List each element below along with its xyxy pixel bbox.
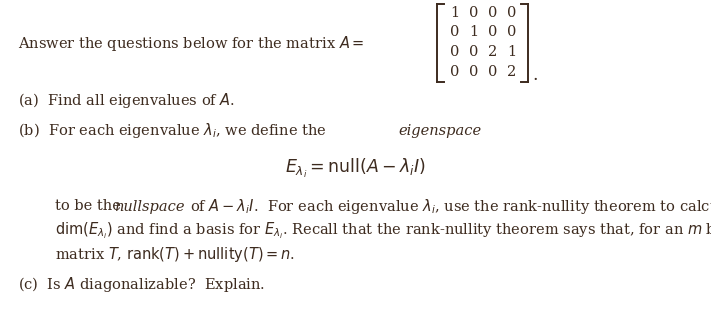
Text: of $A - \lambda_i I$.  For each eigenvalue $\lambda_i$, use the rank-nullity the: of $A - \lambda_i I$. For each eigenvalu…: [190, 196, 711, 215]
Text: nullspace: nullspace: [115, 199, 186, 214]
Text: 2: 2: [508, 64, 517, 79]
Text: 0: 0: [450, 26, 460, 39]
Text: 0: 0: [488, 26, 498, 39]
Text: Answer the questions below for the matrix $A=$: Answer the questions below for the matri…: [18, 34, 365, 53]
Text: 0: 0: [450, 64, 460, 79]
Text: 1: 1: [451, 6, 459, 20]
Text: 0: 0: [508, 26, 517, 39]
Text: 0: 0: [469, 64, 479, 79]
Text: matrix $T$, $\mathrm{rank}(T) + \mathrm{nullity}(T) = n$.: matrix $T$, $\mathrm{rank}(T) + \mathrm{…: [55, 244, 295, 264]
Text: .: .: [532, 66, 538, 84]
Text: 1: 1: [469, 26, 479, 39]
Text: 0: 0: [508, 6, 517, 20]
Text: eigenspace: eigenspace: [398, 123, 481, 138]
Text: $\mathrm{dim}(E_{\lambda_i})$ and find a basis for $E_{\lambda_i}$. Recall that : $\mathrm{dim}(E_{\lambda_i})$ and find a…: [55, 220, 711, 241]
Text: 0: 0: [450, 45, 460, 59]
Text: 2: 2: [488, 45, 498, 59]
Text: 0: 0: [469, 45, 479, 59]
Text: (a)  Find all eigenvalues of $A$.: (a) Find all eigenvalues of $A$.: [18, 90, 235, 110]
Text: 0: 0: [488, 6, 498, 20]
Text: 0: 0: [469, 6, 479, 20]
Text: 1: 1: [508, 45, 517, 59]
Text: $E_{\lambda_i} = \mathrm{null}(A - \lambda_i I)$: $E_{\lambda_i} = \mathrm{null}(A - \lamb…: [285, 157, 426, 180]
Text: (b)  For each eigenvalue $\lambda_i$, we define the: (b) For each eigenvalue $\lambda_i$, we …: [18, 120, 327, 139]
Text: to be the: to be the: [55, 199, 126, 214]
Text: 0: 0: [488, 64, 498, 79]
Text: (c)  Is $A$ diagonalizable?  Explain.: (c) Is $A$ diagonalizable? Explain.: [18, 274, 265, 293]
